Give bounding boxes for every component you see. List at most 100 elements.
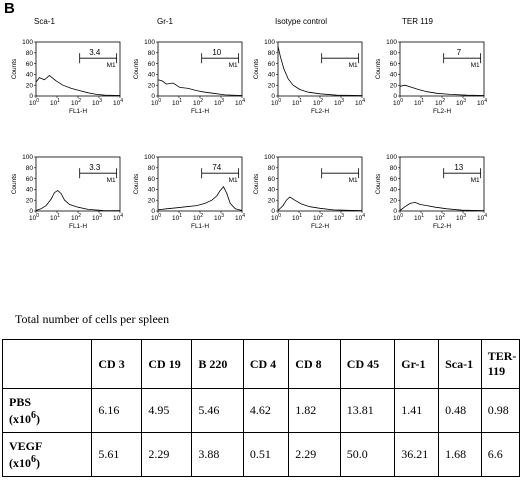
header-cell-cd8: CD 8 — [288, 339, 341, 389]
y-tick-label: 100 — [264, 154, 275, 161]
histogram-curve — [35, 74, 121, 96]
histogram-panel: 0 20 40 60 80 100 Counts 100 101 102 103 104 FL1-H M1… — [11, 154, 123, 230]
header-cell-cd45: CD 45 — [339, 339, 396, 389]
x-tick-label: 104 — [477, 213, 487, 222]
x-axis-label: FL2-H — [433, 223, 451, 230]
histogram-panel: 0 20 40 60 80 100 Counts 100 101 102 103 104 FL2-H M1 — [253, 154, 365, 230]
y-tick-label: 40 — [390, 187, 398, 194]
gate-percent: 3.3 — [89, 163, 101, 172]
x-tick-label: 101 — [50, 98, 60, 107]
x-tick-label: 104 — [113, 98, 123, 107]
y-tick-label: 0 — [151, 93, 155, 100]
y-tick-label: 40 — [26, 187, 34, 194]
y-axis-label: Counts — [11, 173, 18, 194]
table-row-vegf: VEGF (x106) 5.61 2.29 3.88 0.51 2.29 50.… — [1, 432, 520, 477]
y-tick-label: 100 — [144, 154, 155, 161]
y-tick-label: 0 — [271, 208, 275, 215]
x-tick-label: 104 — [355, 98, 365, 107]
gate-percent: 74 — [212, 163, 221, 172]
y-tick-label: 100 — [386, 39, 397, 46]
y-tick-label: 20 — [390, 197, 398, 204]
x-tick-label: 100 — [151, 98, 161, 107]
x-tick-label: 101 — [172, 98, 182, 107]
y-tick-label: 0 — [151, 208, 155, 215]
histogram-panel: 0 20 40 60 80 100 Counts 100 101 102 103 104 FL1-H M1… — [133, 39, 245, 115]
y-tick-label: 20 — [390, 82, 398, 89]
gate-percent: 3.4 — [89, 48, 101, 57]
header-cell-cd19: CD 19 — [141, 339, 193, 389]
y-tick-label: 20 — [268, 197, 276, 204]
table-cell: 2.29 — [288, 432, 341, 477]
x-tick-label: 100 — [393, 213, 403, 222]
x-tick-label: 100 — [271, 98, 281, 107]
row-label-vegf: VEGF (x106) — [1, 432, 93, 477]
y-tick-label: 80 — [148, 50, 156, 57]
header-cell-cd3: CD 3 — [91, 339, 143, 389]
y-tick-label: 60 — [390, 61, 398, 68]
x-tick-label: 100 — [29, 98, 39, 107]
table-cell: 1.68 — [438, 432, 482, 477]
gate-label: M1 — [229, 62, 238, 69]
x-tick-label: 101 — [414, 98, 424, 107]
y-tick-label: 100 — [264, 39, 275, 46]
x-tick-label: 102 — [71, 98, 81, 107]
table-cell: 0.51 — [242, 432, 290, 477]
x-tick-label: 103 — [456, 98, 466, 107]
column-title-ter119: TER 119 — [402, 17, 433, 26]
y-tick-label: 100 — [386, 154, 397, 161]
header-cell-sca1: Sca-1 — [438, 339, 482, 389]
y-tick-label: 80 — [148, 165, 156, 172]
y-tick-label: 20 — [26, 197, 34, 204]
y-tick-label: 0 — [29, 208, 33, 215]
y-tick-label: 40 — [148, 72, 156, 79]
column-title-sca1: Sca-1 — [34, 17, 55, 26]
y-tick-label: 20 — [268, 82, 276, 89]
y-tick-label: 100 — [22, 154, 33, 161]
y-tick-label: 80 — [268, 50, 276, 57]
row-unit-base: (x10 — [9, 411, 31, 426]
table-cell: 36.21 — [394, 432, 440, 477]
cells-per-spleen-table: CD 3 CD 19 B 220 CD 4 CD 8 CD 45 Gr-1 Sc… — [1, 339, 520, 477]
x-tick-label: 103 — [92, 213, 102, 222]
histogram-panel: 0 20 40 60 80 100 Counts 100 101 102 103 104 FL2-H M1… — [375, 39, 487, 115]
header-cell-empty — [1, 339, 93, 389]
header-cell-ter119: TER-119 — [480, 339, 520, 389]
x-tick-label: 101 — [292, 213, 302, 222]
histogram-curve — [399, 84, 485, 96]
column-title-gr1: Gr-1 — [157, 17, 173, 26]
table-cell: 0.48 — [438, 388, 482, 433]
y-tick-label: 60 — [26, 176, 34, 183]
header-cell-gr1: Gr-1 — [394, 339, 440, 389]
header-cell-cd4: CD 4 — [242, 339, 290, 389]
y-tick-label: 60 — [390, 176, 398, 183]
y-tick-label: 100 — [144, 39, 155, 46]
y-tick-label: 20 — [148, 197, 156, 204]
table-cell: 1.41 — [394, 388, 440, 433]
x-axis-label: FL2-H — [433, 108, 451, 115]
x-tick-label: 100 — [271, 213, 281, 222]
histogram-curve — [277, 46, 363, 96]
table-header-row: CD 3 CD 19 B 220 CD 4 CD 8 CD 45 Gr-1 Sc… — [1, 339, 520, 389]
x-tick-label: 104 — [477, 98, 487, 107]
gate-label: M1 — [107, 62, 116, 69]
x-tick-label: 100 — [29, 213, 39, 222]
table-cell: 6.16 — [91, 388, 143, 433]
x-tick-label: 103 — [214, 213, 224, 222]
y-axis-label: Counts — [133, 173, 140, 194]
table-cell: 1.82 — [288, 388, 341, 433]
y-axis-label: Counts — [375, 58, 382, 79]
header-cell-b220: B 220 — [191, 339, 244, 389]
x-tick-label: 103 — [92, 98, 102, 107]
histogram-curve — [157, 79, 243, 96]
x-tick-label: 104 — [355, 213, 365, 222]
y-tick-label: 40 — [268, 187, 276, 194]
gate-label: M1 — [349, 177, 358, 184]
x-tick-label: 101 — [50, 213, 60, 222]
y-axis-label: Counts — [253, 58, 260, 79]
gate-percent: 10 — [212, 48, 221, 57]
gate-percent: 13 — [454, 163, 463, 172]
histogram-panel: 0 20 40 60 80 100 Counts 100 101 102 103 104 FL1-H M1… — [11, 39, 123, 115]
row-unit-end: ) — [36, 411, 40, 426]
y-tick-label: 20 — [148, 82, 156, 89]
row-label-pbs: PBS (x106) — [1, 388, 93, 433]
